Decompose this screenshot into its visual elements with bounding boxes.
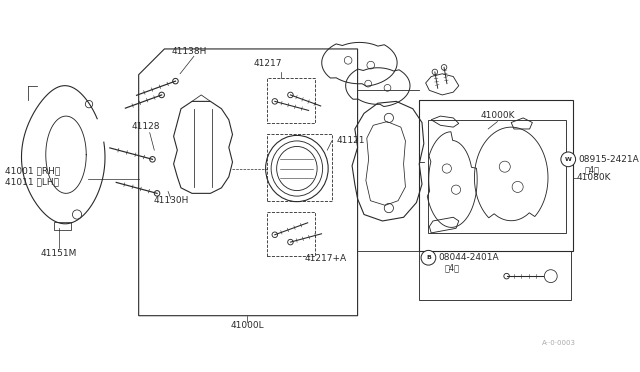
- Text: 41151M: 41151M: [40, 248, 77, 258]
- Bar: [268, 78, 316, 122]
- Text: 41128: 41128: [132, 122, 160, 131]
- Circle shape: [288, 239, 293, 245]
- Bar: [419, 251, 571, 300]
- Circle shape: [442, 65, 447, 70]
- Text: （4）: （4）: [585, 165, 600, 174]
- Text: 08915-2421A: 08915-2421A: [579, 155, 639, 164]
- Text: A··0·0003: A··0·0003: [541, 340, 575, 346]
- Text: B: B: [426, 255, 431, 260]
- Circle shape: [173, 78, 178, 84]
- Bar: [268, 135, 332, 201]
- Text: （4）: （4）: [445, 263, 460, 272]
- Circle shape: [288, 92, 293, 98]
- Circle shape: [154, 190, 160, 196]
- Text: 41000K: 41000K: [480, 111, 515, 120]
- Text: 41138H: 41138H: [172, 46, 207, 55]
- Bar: [419, 100, 573, 251]
- Circle shape: [504, 273, 509, 279]
- Text: 41217+A: 41217+A: [304, 253, 346, 263]
- Text: 41000L: 41000L: [230, 321, 264, 330]
- Text: 08044-2401A: 08044-2401A: [438, 253, 499, 262]
- Text: 41217: 41217: [253, 60, 282, 68]
- Text: 41001 〈RH〉: 41001 〈RH〉: [5, 166, 61, 175]
- Circle shape: [159, 92, 164, 98]
- Text: 41130H: 41130H: [153, 196, 189, 205]
- Circle shape: [432, 69, 438, 75]
- Text: 41121: 41121: [337, 136, 365, 145]
- Text: 41011 〈LH〉: 41011 〈LH〉: [5, 177, 60, 186]
- Bar: [268, 212, 316, 256]
- Bar: [428, 120, 566, 233]
- Text: W: W: [565, 157, 572, 162]
- Circle shape: [272, 99, 278, 104]
- Circle shape: [561, 152, 575, 167]
- Circle shape: [421, 250, 436, 265]
- Circle shape: [272, 232, 278, 237]
- Circle shape: [150, 157, 156, 162]
- Text: 41080K: 41080K: [577, 173, 611, 182]
